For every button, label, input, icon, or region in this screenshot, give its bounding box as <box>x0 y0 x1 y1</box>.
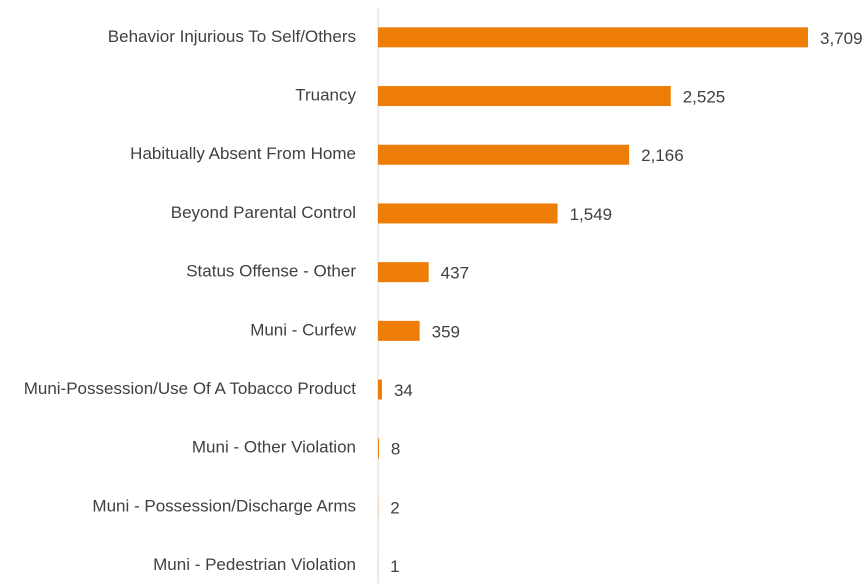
category-label: Beyond Parental Control <box>171 203 356 222</box>
category-label: Behavior Injurious To Self/Others <box>108 27 356 46</box>
bar <box>378 86 671 107</box>
value-label: 359 <box>432 322 460 341</box>
value-label: 2,525 <box>683 88 726 107</box>
value-label: 3,709 <box>820 29 863 48</box>
value-label: 1 <box>390 557 399 576</box>
value-label: 2 <box>390 498 399 517</box>
category-label: Muni - Pedestrian Violation <box>153 555 356 574</box>
bar <box>378 262 429 283</box>
value-label: 34 <box>394 381 413 400</box>
value-label: 1,549 <box>570 205 613 224</box>
bar <box>378 144 630 165</box>
bar <box>378 27 808 48</box>
value-label: 2,166 <box>641 146 684 165</box>
bar <box>378 438 379 459</box>
category-label: Muni-Possession/Use Of A Tobacco Product <box>24 379 357 398</box>
category-label: Muni - Curfew <box>250 320 357 339</box>
bar <box>378 379 382 400</box>
category-label: Status Offense - Other <box>186 262 356 281</box>
category-label: Muni - Other Violation <box>192 438 356 457</box>
category-label: Habitually Absent From Home <box>130 144 356 163</box>
value-label: 8 <box>391 440 400 459</box>
bar <box>378 320 420 341</box>
bar <box>378 203 558 224</box>
category-label: Muni - Possession/Discharge Arms <box>92 496 356 515</box>
value-label: 437 <box>441 264 469 283</box>
category-label: Truancy <box>295 86 356 105</box>
